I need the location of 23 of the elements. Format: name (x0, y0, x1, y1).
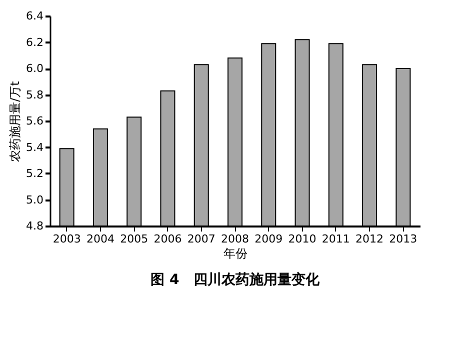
x-tick-label: 2003 (52, 232, 81, 246)
y-axis-title: 农药施用量/万t (8, 80, 22, 162)
y-tick-label: 6.2 (26, 36, 44, 49)
x-tick-label: 2008 (221, 232, 249, 246)
x-tick-label: 2006 (154, 232, 182, 246)
x-tick-label: 2009 (254, 232, 283, 246)
y-tick-label: 6.0 (26, 62, 44, 75)
x-tick-label: 2012 (356, 232, 384, 246)
y-tick-label: 5.2 (26, 167, 44, 180)
y-tick-label: 5.0 (26, 193, 44, 206)
x-tick-label: 2004 (86, 232, 114, 246)
y-tick-label: 5.8 (26, 88, 44, 102)
x-tick-label: 2005 (120, 232, 148, 246)
y-tick-label: 5.6 (26, 114, 44, 128)
x-tick-label: 2007 (187, 232, 216, 246)
x-axis-title: 年份 (224, 246, 248, 260)
y-tick-label: 5.4 (26, 140, 44, 154)
x-tick-label: 2011 (322, 232, 350, 246)
x-tick-label: 2013 (389, 232, 418, 246)
y-tick-label: 4.8 (26, 220, 44, 232)
y-tick-label: 6.4 (26, 10, 44, 22)
x-tick-label: 2010 (288, 232, 316, 246)
text: 图 4 四川农药施用量变化 (150, 271, 320, 288)
